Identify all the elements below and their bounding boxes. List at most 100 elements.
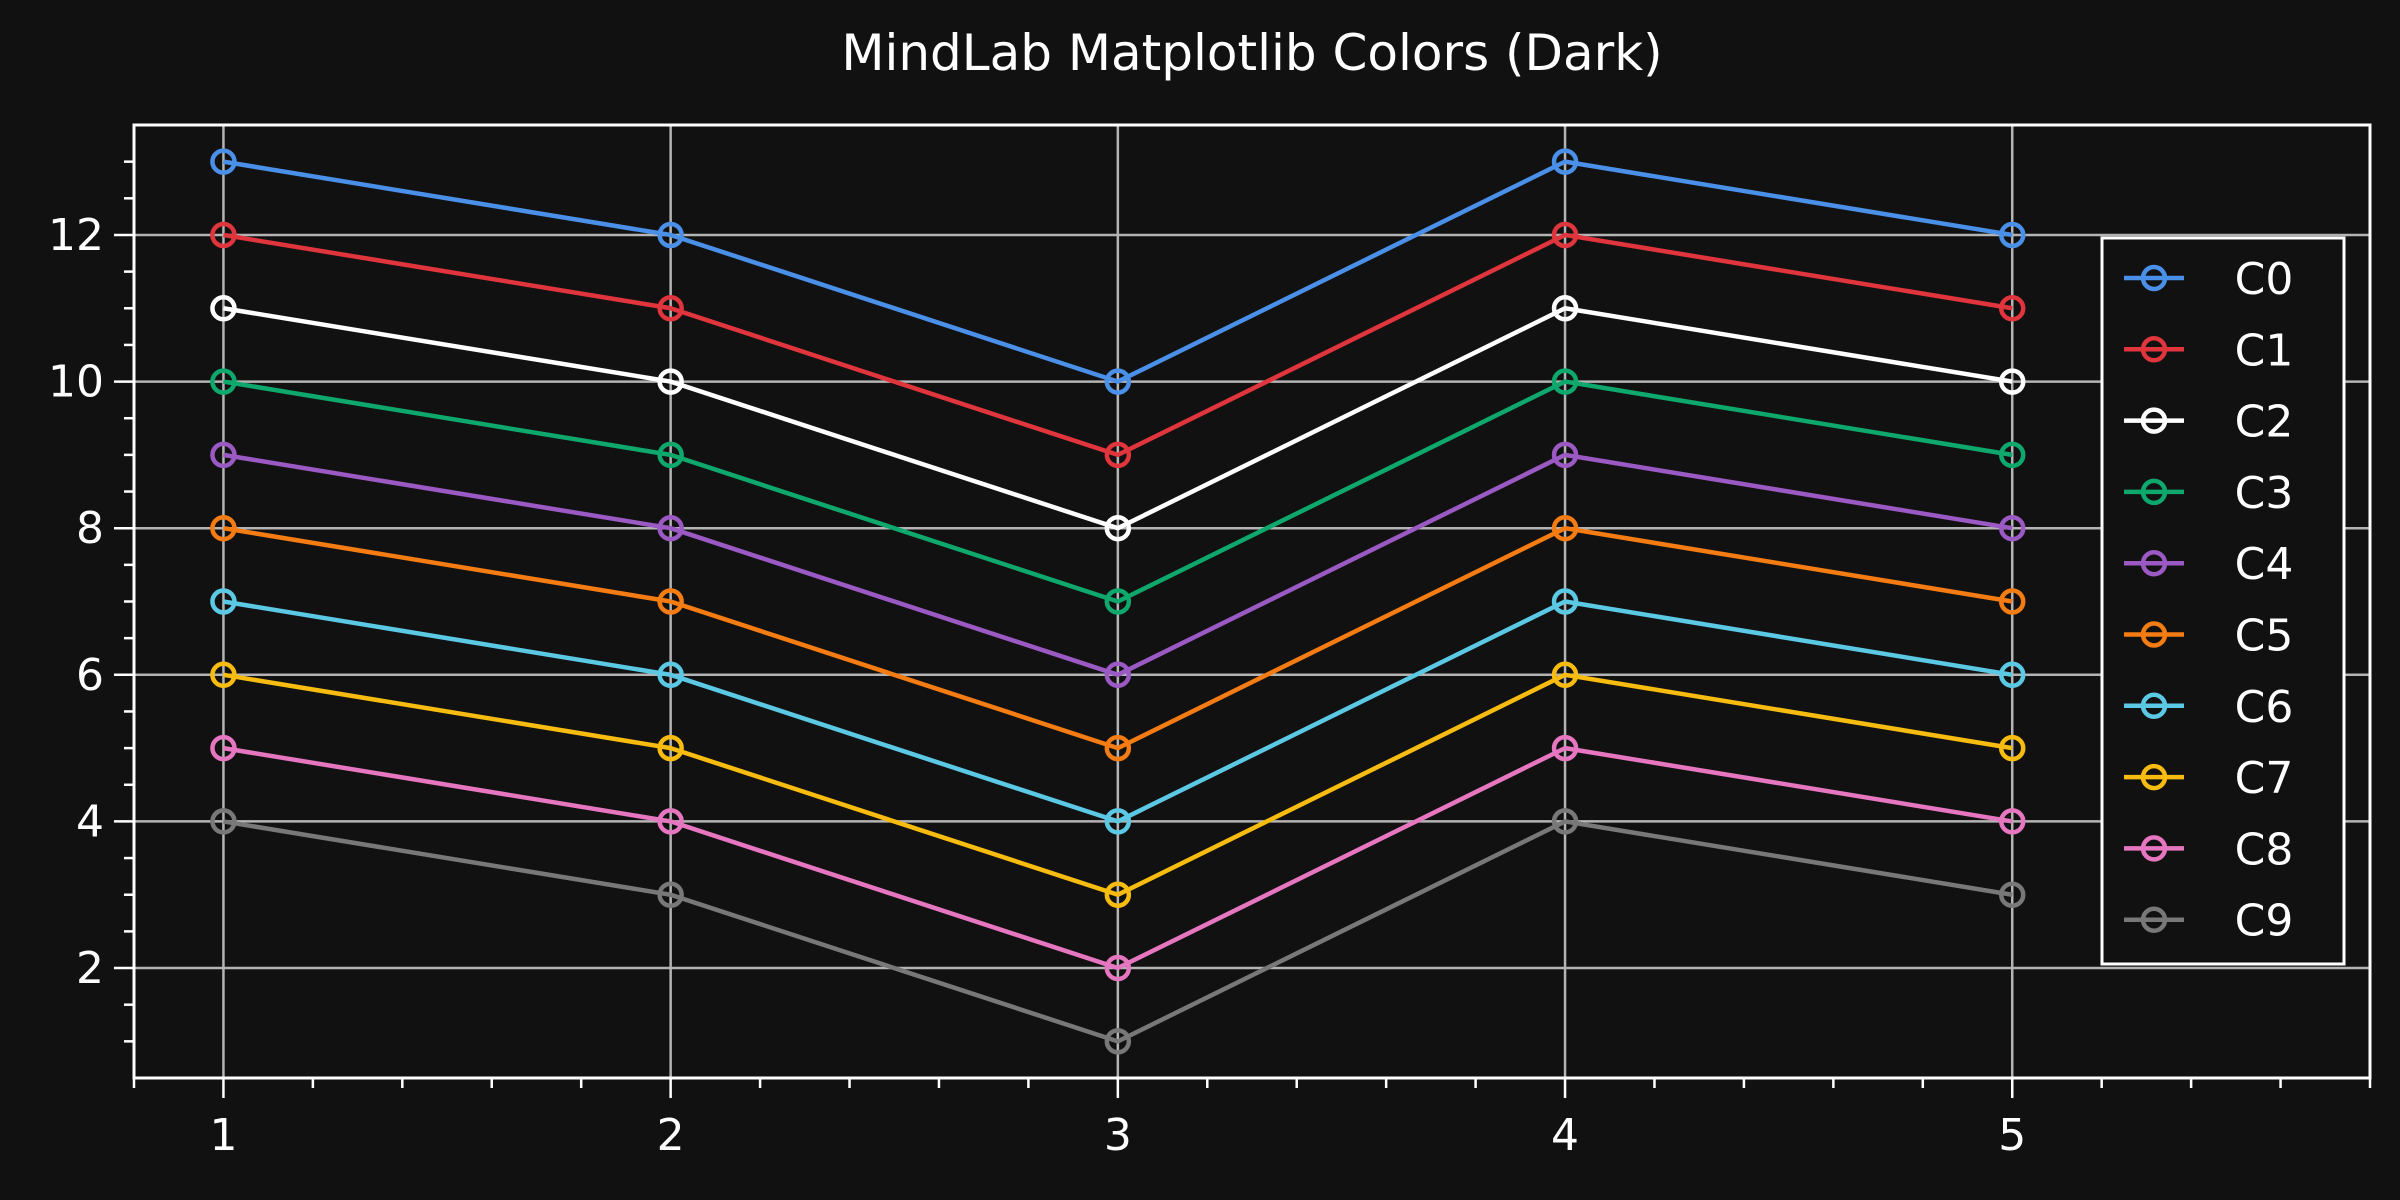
chart-title: MindLab Matplotlib Colors (Dark) <box>841 24 1662 82</box>
y-tick-label: 10 <box>48 357 104 408</box>
series-c2 <box>210 295 2026 542</box>
legend-label: C9 <box>2235 896 2294 947</box>
legend-item-c8: C8 <box>2124 824 2293 875</box>
legend-label: C8 <box>2235 824 2294 875</box>
data-point <box>1551 221 1579 249</box>
series-c1 <box>210 221 2026 469</box>
series-line <box>223 232 2013 458</box>
data-point <box>1551 514 1579 542</box>
data-point <box>1551 734 1579 762</box>
data-point <box>1551 368 1579 395</box>
y-tick-label: 6 <box>76 650 104 701</box>
data-point <box>1551 588 1579 615</box>
x-tick-label: 2 <box>657 1110 685 1161</box>
series-c0 <box>210 148 2026 395</box>
x-tick-label: 5 <box>1998 1110 2026 1161</box>
series-c5 <box>210 514 2026 762</box>
legend-item-c5: C5 <box>2124 611 2293 662</box>
data-point <box>1104 514 1132 542</box>
data-point <box>657 734 684 762</box>
legend-item-c1: C1 <box>2124 325 2293 376</box>
data-point <box>210 368 237 395</box>
series-line <box>223 452 2013 678</box>
legend-marker <box>2140 264 2168 292</box>
legend-item-c0: C0 <box>2124 254 2293 305</box>
data-point <box>1998 295 2026 322</box>
legend-marker <box>2140 692 2168 720</box>
series-c6 <box>210 588 2026 835</box>
data-point <box>1104 954 1132 982</box>
data-point <box>657 368 684 395</box>
data-point <box>210 221 237 249</box>
data-point <box>657 295 684 322</box>
legend-marker <box>2140 336 2168 363</box>
data-point <box>657 221 684 249</box>
data-point <box>210 808 237 835</box>
y-tick-label: 4 <box>76 796 104 847</box>
data-point <box>210 295 237 322</box>
data-point <box>657 808 684 835</box>
legend-marker <box>2140 835 2168 862</box>
series <box>210 148 2026 1055</box>
series-line <box>223 672 2013 897</box>
data-point <box>1104 441 1132 469</box>
series-c9 <box>210 808 2026 1055</box>
data-point <box>1104 881 1132 908</box>
y-tick-label: 2 <box>76 943 104 994</box>
data-point <box>657 588 684 615</box>
y-tick-label: 8 <box>76 503 104 554</box>
data-point <box>210 588 237 615</box>
data-point <box>1551 661 1579 689</box>
data-point <box>1104 1028 1132 1055</box>
legend-label: C0 <box>2235 254 2294 305</box>
data-point <box>657 881 684 908</box>
data-point <box>1998 368 2026 395</box>
data-point <box>210 441 237 469</box>
data-point <box>1998 514 2026 542</box>
legend-label: C5 <box>2235 611 2294 662</box>
series-line <box>223 379 2013 604</box>
legend-item-c2: C2 <box>2124 397 2293 448</box>
data-point <box>657 441 684 469</box>
x-tick-label: 1 <box>209 1110 237 1161</box>
data-point <box>1104 661 1132 689</box>
data-point <box>210 514 237 542</box>
data-point <box>657 661 684 689</box>
legend-label: C2 <box>2235 397 2294 448</box>
data-point <box>1104 368 1132 395</box>
legend-item-c9: C9 <box>2124 896 2293 947</box>
legend-label: C3 <box>2235 468 2294 519</box>
legend-item-c4: C4 <box>2124 539 2293 590</box>
legend-item-c6: C6 <box>2124 682 2293 733</box>
data-point <box>1998 661 2026 689</box>
legend-marker <box>2140 763 2168 791</box>
legend-marker <box>2140 478 2168 506</box>
legend-item-c7: C7 <box>2124 753 2293 804</box>
y-tick-label: 12 <box>48 210 104 261</box>
data-point <box>1551 148 1579 175</box>
series-line <box>223 525 2013 751</box>
legend-label: C6 <box>2235 682 2294 733</box>
data-point <box>210 734 237 762</box>
legend-marker <box>2140 549 2168 577</box>
x-tick-label: 3 <box>1104 1110 1132 1161</box>
data-point <box>1551 808 1579 835</box>
series-c4 <box>210 441 2026 689</box>
data-point <box>657 514 684 542</box>
data-point <box>1998 221 2026 249</box>
data-point <box>1998 881 2026 908</box>
plot-frame <box>132 123 2372 1080</box>
legend: C0 C1 C2 C3 C4 C5 C6 C7 C8 C9 <box>2100 236 2346 966</box>
legend-label: C7 <box>2235 753 2294 804</box>
data-point <box>1551 441 1579 469</box>
legend-marker <box>2140 906 2168 933</box>
series-c3 <box>210 368 2026 615</box>
data-point <box>1551 295 1579 322</box>
series-line <box>223 306 2013 531</box>
data-point <box>1104 588 1132 615</box>
data-point <box>1998 808 2026 835</box>
legend-item-c3: C3 <box>2124 468 2293 519</box>
data-point <box>1998 734 2026 762</box>
